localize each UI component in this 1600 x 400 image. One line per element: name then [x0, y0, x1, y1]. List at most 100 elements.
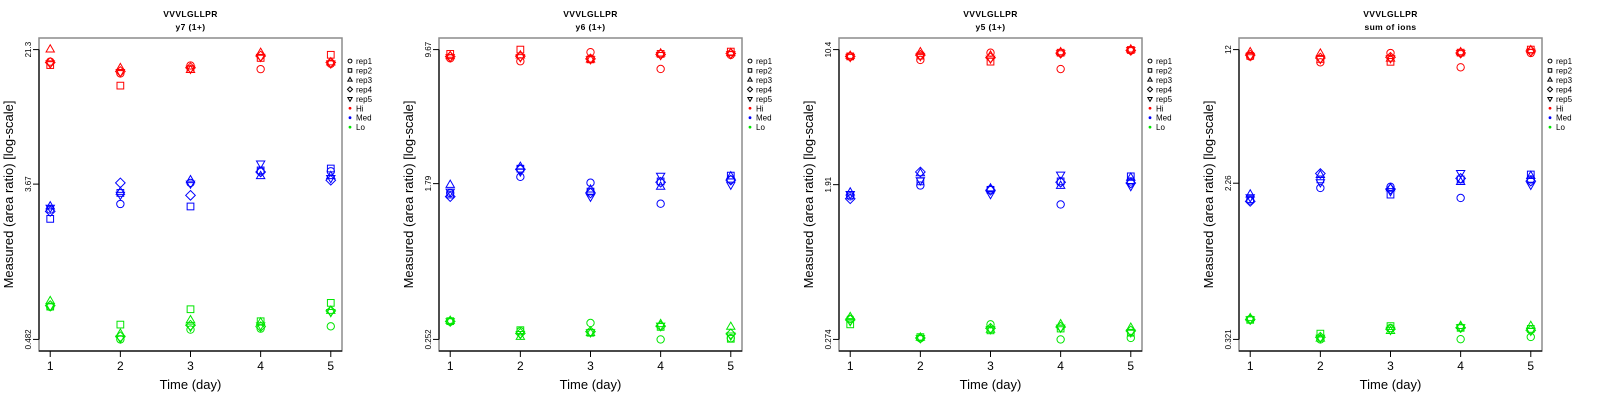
- point-lo-rep5-day4: [255, 322, 266, 332]
- legend-label: rep2: [756, 66, 773, 75]
- point-lo-rep5-day4: [1455, 324, 1466, 333]
- legend-label: rep5: [356, 95, 373, 104]
- legend-label: rep1: [756, 57, 773, 66]
- point-hi-rep1-day3: [1386, 48, 1395, 58]
- legend-label: rep1: [1556, 57, 1573, 66]
- point-hi-rep5-day5: [1125, 47, 1136, 56]
- point-lo-rep2-day5: [726, 334, 735, 343]
- legend-dot-med-icon: [1148, 116, 1152, 120]
- y-tick-label: 1.79: [424, 175, 433, 191]
- point-med-rep5-day4: [255, 160, 266, 170]
- point-lo-rep5-day1: [45, 303, 56, 312]
- point-med-rep3-day3: [1385, 182, 1396, 192]
- chart-svg-y6: VVVLGLLPR y6 (1+) 1 2 3 4 5 0.252 1.79 9.67 Time (…: [401, 9, 773, 392]
- point-med-rep5-day3: [585, 193, 596, 203]
- point-med-rep1-day2: [516, 172, 525, 182]
- x-tick-label: 2: [117, 359, 124, 373]
- legend-dot-lo-icon: [348, 125, 352, 129]
- legend-label: rep4: [356, 85, 373, 94]
- x-tick-label: 5: [727, 359, 734, 373]
- point-med-rep5-day2: [515, 168, 526, 178]
- point-med-rep4-day5: [325, 174, 337, 186]
- point-hi-rep5-day4: [255, 53, 266, 63]
- x-tick-label: 1: [447, 359, 454, 373]
- y-tick-label: 9.67: [424, 41, 433, 57]
- point-hi-rep3-day1: [1245, 46, 1256, 56]
- point-med-rep4-day1: [1244, 195, 1256, 207]
- legend-square-icon: [347, 68, 353, 73]
- x-tick-label: 1: [47, 359, 54, 373]
- legend-dot-lo-icon: [1148, 125, 1152, 129]
- y-tick-label: 10.4: [824, 41, 833, 57]
- point-hi-rep3-day2: [1315, 47, 1326, 57]
- point-hi-rep5-day2: [1315, 55, 1326, 65]
- point-med-rep4-day4: [1455, 172, 1467, 184]
- x-tick-label: 4: [1457, 359, 1464, 373]
- x-tick-label: 4: [257, 359, 264, 373]
- point-med-rep5-day2: [1315, 179, 1326, 188]
- legend-diamond-icon: [746, 86, 754, 93]
- plot-frame: [38, 37, 343, 352]
- legend-circle-icon: [1147, 58, 1153, 64]
- x-axis-label: Time (day): [1360, 377, 1422, 392]
- point-lo-rep1-day4: [1456, 334, 1465, 344]
- point-med-rep3-day2: [915, 167, 926, 177]
- point-lo-rep5-day1: [845, 318, 856, 327]
- legend-label: Lo: [1156, 123, 1165, 132]
- chart-panel-y7: VVVLGLLPR y7 (1+) 1 2 3 4 5 0.482 3.67 21.3 Time (…: [0, 0, 400, 400]
- legend-triangle-up-icon: [346, 76, 354, 82]
- point-med-rep4-day4: [255, 166, 267, 178]
- point-lo-rep3-day4: [255, 316, 266, 326]
- point-lo-rep5-day2: [915, 335, 926, 344]
- point-hi-rep3-day2: [915, 46, 926, 56]
- x-tick-label: 2: [917, 359, 924, 373]
- point-hi-rep5-day2: [115, 69, 126, 78]
- point-med-rep1-day4: [1056, 200, 1065, 209]
- point-med-rep3-day2: [115, 186, 126, 195]
- legend-dot-lo-icon: [748, 125, 752, 129]
- point-lo-rep3-day2: [1315, 332, 1326, 342]
- point-hi-rep3-day4: [1455, 46, 1466, 56]
- legend-label: Med: [356, 114, 372, 123]
- point-lo-rep3-day3: [585, 327, 596, 336]
- legend-label: rep2: [356, 66, 373, 75]
- x-tick-label: 3: [1387, 359, 1394, 373]
- point-lo-rep5-day4: [655, 322, 666, 332]
- y-tick-label: 12: [1224, 45, 1233, 54]
- x-tick-label: 3: [987, 359, 994, 373]
- point-hi-rep2-day2: [516, 45, 525, 54]
- point-med-rep3-day3: [585, 183, 596, 193]
- legend-dot-lo-icon: [1548, 125, 1552, 129]
- legend-dot-hi-icon: [1548, 106, 1552, 110]
- point-lo-rep1-day4: [1056, 335, 1065, 344]
- x-tick-label: 1: [847, 359, 854, 373]
- point-lo-rep3-day3: [185, 314, 196, 324]
- chart-panel-sum-of-ions: VVVLGLLPR sum of ions 1 2 3 4 5 0.321 2.26 12 Time…: [1200, 0, 1600, 400]
- point-med-rep4-day2: [114, 177, 126, 189]
- point-lo-rep3-day1: [445, 315, 456, 324]
- point-med-rep5-day1: [845, 191, 856, 200]
- point-lo-rep2-day2: [516, 326, 525, 335]
- point-med-rep4-day3: [1384, 183, 1397, 195]
- point-hi-rep3-day4: [255, 47, 266, 56]
- point-med-rep5-day1: [45, 204, 56, 214]
- point-lo-rep1-day5: [1126, 333, 1135, 343]
- point-med-rep1-day2: [1316, 183, 1325, 193]
- point-lo-rep4-day3: [184, 319, 197, 331]
- legend-dot-hi-icon: [348, 106, 352, 110]
- legend-label: Lo: [1556, 123, 1565, 132]
- point-med-rep4-day4: [655, 176, 667, 188]
- point-lo-rep2-day2: [1316, 329, 1325, 338]
- point-hi-rep1-day4: [1456, 63, 1465, 72]
- point-med-rep4-day1: [44, 205, 56, 217]
- point-lo-rep2-day3: [186, 305, 195, 314]
- point-lo-rep5-day3: [1385, 326, 1396, 336]
- point-hi-rep5-day5: [325, 60, 336, 70]
- legend-label: rep5: [756, 95, 773, 104]
- chart-subtitle: sum of ions: [1364, 22, 1416, 32]
- legend-label: rep4: [1556, 85, 1573, 94]
- point-med-rep1-day4: [656, 199, 665, 208]
- point-hi-rep1-day4: [656, 64, 665, 74]
- point-med-rep4-day2: [514, 163, 526, 175]
- point-hi-rep1-day4: [1056, 64, 1065, 74]
